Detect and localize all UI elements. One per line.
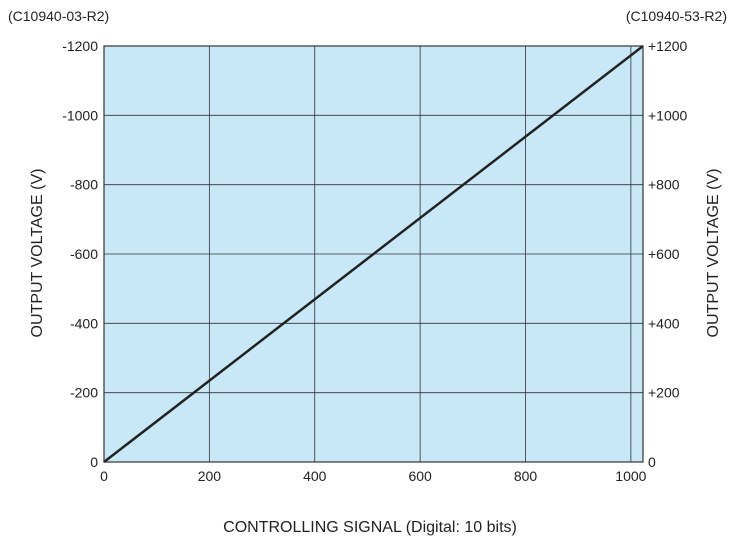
y-tick-labels-right: 0 +200 +400 +600 +800 +1000 +1200 — [648, 38, 688, 470]
y-axis-label-right: OUTPUT VOLTAGE (V) — [705, 169, 722, 338]
y-tick-label-left: -200 — [70, 385, 98, 401]
y-tick-label-right: +800 — [648, 177, 680, 193]
right-model-label: (C10940-53-R2) — [625, 8, 727, 24]
y-tick-label-right: +400 — [648, 315, 680, 331]
series-line-0 — [103, 45, 644, 463]
x-tick-label: 800 — [514, 468, 538, 484]
x-tick-labels: 0 200 400 600 800 1000 — [100, 468, 647, 484]
y-tick-label-left: -1200 — [62, 38, 98, 54]
y-tick-label-left: -800 — [70, 177, 98, 193]
x-tick-label: 600 — [408, 468, 432, 484]
y-tick-label-right: +1200 — [648, 38, 688, 54]
y-tick-label-left: 0 — [90, 454, 98, 470]
y-tick-labels-left: 0 -200 -400 -600 -800 -1000 -1200 — [62, 38, 98, 470]
y-tick-label-left: -1000 — [62, 107, 98, 123]
y-tick-label-left: -600 — [70, 246, 98, 262]
x-tick-label: 1000 — [615, 468, 646, 484]
y-tick-label-right: +200 — [648, 385, 680, 401]
y-tick-label-right: +600 — [648, 246, 680, 262]
y-tick-label-right: +1000 — [648, 107, 688, 123]
y-tick-label-left: -400 — [70, 315, 98, 331]
series-group — [103, 45, 644, 463]
plot-frame — [103, 45, 644, 463]
x-tick-label: 200 — [198, 468, 222, 484]
x-axis-label: CONTROLLING SIGNAL (Digital: 10 bits) — [223, 519, 517, 536]
x-tick-label: 400 — [303, 468, 327, 484]
x-tick-label: 0 — [100, 468, 108, 484]
y-axis-label-left: OUTPUT VOLTAGE (V) — [29, 169, 46, 338]
left-model-label: (C10940-03-R2) — [8, 8, 110, 24]
y-tick-label-right: 0 — [648, 454, 656, 470]
